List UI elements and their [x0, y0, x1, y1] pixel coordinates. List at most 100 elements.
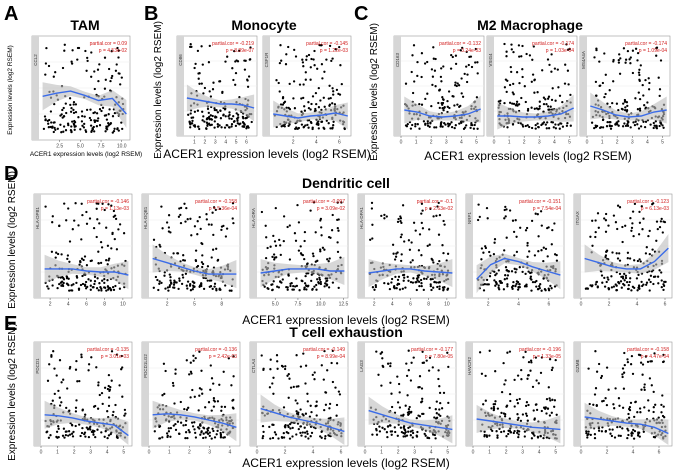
data-point: [533, 254, 537, 257]
x-tick-label: 8: [427, 302, 430, 308]
data-point: [192, 284, 195, 287]
data-point: [87, 278, 90, 281]
data-point: [512, 50, 515, 54]
data-point: [232, 120, 236, 123]
data-point: [186, 280, 190, 283]
data-point: [327, 122, 330, 125]
gene-label: HLA-DRA: [251, 208, 256, 228]
data-point: [617, 397, 621, 400]
data-point: [279, 253, 282, 257]
data-point: [328, 257, 331, 260]
data-point: [79, 283, 83, 287]
data-point: [68, 260, 71, 263]
data-point: [412, 44, 416, 47]
data-point: [627, 121, 630, 124]
data-point: [409, 430, 412, 433]
data-point: [80, 202, 83, 205]
data-point: [649, 280, 652, 284]
data-point: [224, 284, 227, 287]
data-point: [494, 280, 498, 284]
data-point: [604, 230, 608, 233]
data-point: [49, 110, 53, 113]
data-point: [628, 280, 631, 284]
data-point: [327, 260, 330, 263]
data-point: [307, 101, 310, 104]
data-point: [411, 91, 415, 95]
data-point: [521, 123, 524, 126]
data-point: [107, 259, 110, 262]
data-point: [50, 250, 54, 253]
data-point: [530, 106, 533, 109]
data-point: [426, 119, 429, 123]
data-point: [508, 417, 511, 420]
data-point: [533, 91, 536, 94]
data-point: [408, 405, 411, 409]
data-point: [396, 401, 400, 404]
data-point: [178, 207, 181, 210]
trend-line: [476, 418, 561, 431]
data-point: [482, 289, 486, 292]
x-tick-label: 5: [122, 450, 125, 456]
data-point: [522, 356, 525, 359]
data-point: [118, 223, 122, 226]
gene-label: VSIG4: [488, 53, 493, 67]
data-point: [237, 49, 241, 52]
x-tick-label: 0: [472, 450, 475, 456]
data-point: [262, 368, 265, 372]
data-point: [319, 217, 323, 221]
data-point: [630, 226, 634, 230]
x-tick-label: 10: [444, 302, 450, 308]
data-point: [553, 67, 557, 70]
data-point: [61, 434, 65, 437]
data-point: [71, 120, 74, 123]
data-point: [404, 286, 407, 289]
data-point: [93, 119, 96, 122]
x-tick-label: 2: [188, 450, 191, 456]
data-point: [297, 221, 301, 224]
data-point: [331, 380, 335, 384]
data-point: [332, 90, 335, 93]
data-point: [458, 122, 461, 125]
data-point: [642, 94, 645, 97]
data-point: [371, 433, 374, 436]
confidence-band: [260, 256, 345, 288]
data-point: [410, 241, 413, 244]
data-point: [331, 281, 335, 284]
data-point: [278, 61, 282, 65]
data-point: [89, 108, 92, 111]
data-point: [484, 374, 487, 378]
data-point: [205, 213, 208, 216]
data-point: [153, 430, 156, 433]
data-point: [370, 201, 374, 205]
data-point: [519, 226, 522, 229]
data-point: [194, 62, 197, 66]
monocyte-xlabel: ACER1 expression levels (log2 RSEM): [163, 147, 370, 161]
data-point: [533, 107, 536, 110]
data-point: [60, 113, 63, 116]
data-point: [212, 382, 215, 385]
data-point: [63, 43, 66, 46]
data-point: [55, 374, 58, 377]
data-point: [487, 283, 490, 286]
data-point: [585, 431, 588, 435]
data-point: [476, 127, 479, 130]
data-point: [58, 404, 62, 407]
data-point: [442, 251, 445, 255]
data-point: [656, 227, 659, 231]
data-point: [505, 435, 508, 438]
data-point: [565, 43, 568, 46]
data-point: [311, 95, 315, 98]
data-point: [535, 379, 538, 382]
data-point: [189, 217, 192, 220]
x-tick-label: 3: [521, 450, 524, 456]
data-point: [416, 279, 419, 282]
data-point: [219, 433, 223, 436]
data-point: [533, 78, 536, 81]
p-value-label: p = 2.42e-03: [209, 354, 237, 360]
data-point: [537, 125, 540, 129]
data-point: [328, 402, 332, 406]
data-point: [587, 430, 590, 433]
data-point: [632, 437, 636, 440]
data-point: [415, 416, 418, 420]
